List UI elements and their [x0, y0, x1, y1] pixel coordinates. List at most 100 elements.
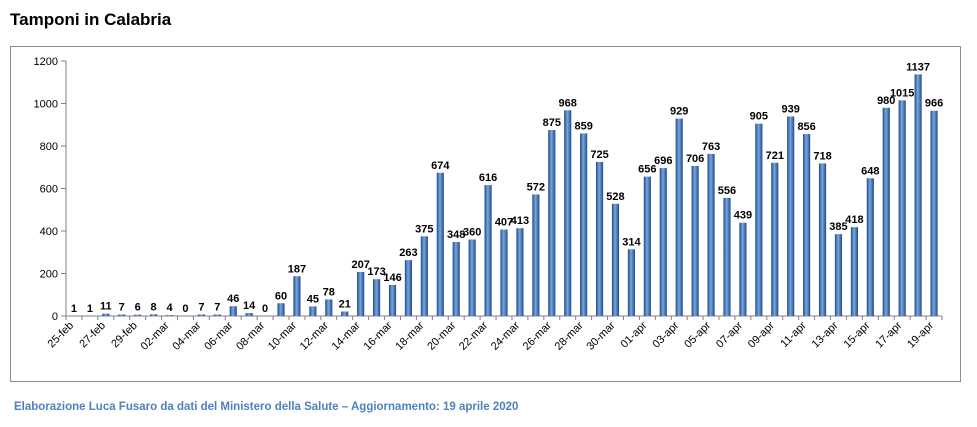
bar	[134, 314, 142, 316]
data-label: 348	[447, 229, 465, 241]
bar	[627, 249, 636, 316]
data-label: 7	[119, 302, 125, 314]
data-label: 418	[845, 214, 863, 226]
bar	[723, 197, 731, 316]
bar	[404, 260, 413, 316]
x-tick-label: 07-apr	[714, 319, 745, 350]
data-label: 0	[182, 303, 188, 315]
data-label: 656	[638, 164, 656, 176]
x-tick-label: 28-mar	[553, 319, 586, 352]
data-label: 263	[399, 247, 417, 259]
data-label: 1	[71, 303, 77, 315]
x-tick-label: 18-mar	[393, 319, 426, 352]
bar	[341, 311, 349, 316]
x-tick-label: 03-apr	[650, 319, 681, 350]
data-label: 1137	[906, 61, 930, 73]
x-tick-label: 10-mar	[266, 319, 299, 352]
data-label: 980	[877, 95, 895, 107]
y-tick-label: 1000	[34, 99, 58, 111]
data-label: 706	[686, 153, 704, 165]
bar	[930, 110, 938, 316]
data-label: 375	[415, 223, 433, 235]
bar	[898, 100, 906, 316]
bar	[739, 222, 747, 316]
bar	[771, 162, 779, 316]
x-tick-label: 20-mar	[425, 319, 458, 352]
data-label: 45	[307, 293, 319, 305]
x-tick-label: 06-mar	[202, 319, 235, 352]
bar	[834, 234, 843, 316]
bar	[659, 168, 667, 316]
bar	[118, 314, 126, 316]
data-label: 939	[782, 103, 800, 115]
data-label: 905	[750, 111, 768, 123]
x-tick-label: 27-feb	[77, 320, 108, 351]
bar	[245, 313, 253, 316]
data-label: 173	[367, 266, 385, 278]
bar	[325, 299, 333, 316]
y-tick-label: 800	[40, 141, 58, 153]
bar	[484, 185, 492, 316]
bar	[564, 110, 572, 316]
source-footer: Elaborazione Luca Fusaro da dati del Min…	[14, 401, 519, 413]
data-label: 616	[479, 172, 497, 184]
bar	[803, 134, 811, 316]
data-label: 60	[275, 290, 287, 302]
data-label: 6	[135, 302, 141, 314]
data-label: 0	[262, 303, 268, 315]
data-label: 439	[734, 210, 752, 222]
y-tick-label: 0	[52, 311, 58, 323]
bar	[309, 306, 317, 316]
data-label: 413	[511, 215, 529, 227]
data-label: 725	[590, 149, 608, 161]
data-label: 385	[829, 221, 847, 233]
data-label: 856	[797, 121, 815, 133]
bar	[755, 123, 763, 316]
bar	[277, 303, 285, 316]
data-label: 721	[766, 150, 784, 162]
data-label: 763	[702, 141, 720, 153]
bar	[866, 178, 874, 316]
bar	[468, 239, 476, 316]
bar	[516, 228, 524, 316]
data-label: 556	[718, 185, 736, 197]
data-label: 1	[87, 303, 93, 315]
data-label: 859	[574, 120, 592, 132]
chart-frame	[10, 46, 961, 382]
bar	[532, 194, 540, 316]
x-tick-label: 16-mar	[362, 319, 395, 352]
bar	[595, 161, 604, 316]
data-label: 528	[606, 191, 624, 203]
data-label: 21	[339, 299, 351, 311]
data-label: 187	[288, 263, 306, 275]
data-label: 360	[463, 227, 481, 239]
x-tick-label: 29-feb	[109, 320, 140, 351]
bar	[436, 172, 444, 316]
bar	[850, 227, 858, 316]
x-tick-label: 08-mar	[234, 319, 267, 352]
data-label: 875	[543, 117, 561, 129]
bar	[150, 314, 158, 316]
bar	[372, 279, 381, 316]
data-label: 968	[559, 97, 577, 109]
data-label: 407	[495, 217, 513, 229]
x-tick-label: 09-apr	[746, 319, 777, 350]
data-label: 7	[214, 302, 220, 314]
chart-title: Tamponi in Calabria	[10, 10, 172, 29]
bar	[229, 306, 237, 316]
x-tick-label: 17-apr	[873, 319, 904, 350]
data-label: 1015	[890, 87, 914, 99]
x-tick-label: 11-apr	[778, 319, 809, 350]
bar	[580, 133, 588, 316]
bar	[500, 229, 508, 316]
data-label: 718	[813, 150, 831, 162]
data-label: 314	[622, 236, 641, 248]
x-tick-label: 12-mar	[298, 319, 331, 352]
bar	[914, 74, 922, 316]
data-label: 11	[100, 301, 112, 313]
bar	[213, 314, 221, 316]
bar	[102, 313, 110, 316]
bar	[691, 165, 699, 316]
bar	[197, 314, 205, 316]
